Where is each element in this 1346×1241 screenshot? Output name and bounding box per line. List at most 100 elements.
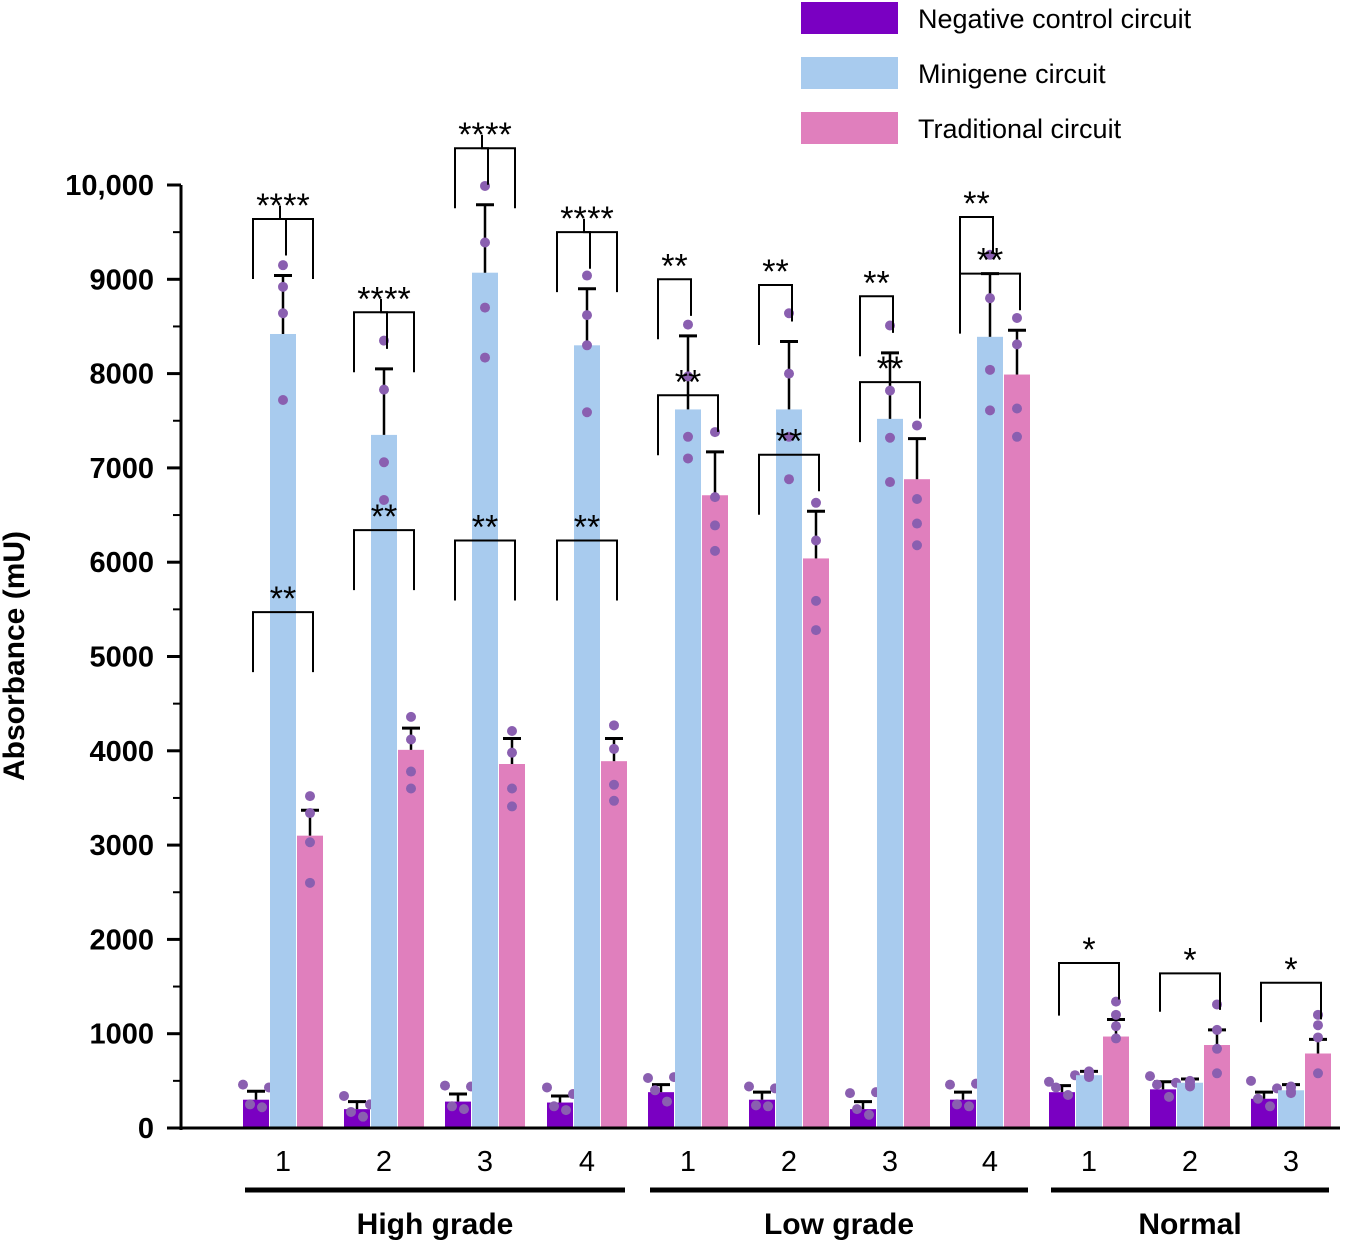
data-point [549, 1101, 559, 1112]
significance-bracket [252, 217, 287, 279]
y-tick-label: 7000 [89, 453, 154, 485]
data-point [459, 1104, 469, 1115]
bar [371, 434, 397, 1128]
data-point [278, 395, 288, 406]
data-point [1084, 1066, 1094, 1077]
data-point [305, 791, 315, 802]
data-point [406, 783, 416, 794]
significance-bracket [859, 381, 921, 443]
data-point [751, 1100, 761, 1111]
significance-stars: ** [776, 423, 802, 461]
significance-bracket [556, 539, 618, 601]
y-tick-label: 3000 [89, 830, 154, 862]
data-point [1111, 1033, 1121, 1044]
x-tick-label: 1 [275, 1146, 291, 1178]
data-point [507, 747, 517, 758]
y-tick-label: 5000 [89, 642, 154, 674]
data-point [257, 1102, 267, 1113]
significance-stars: * [1082, 931, 1095, 969]
significance-bracket [583, 218, 618, 293]
legend-label: Traditional circuit [918, 114, 1122, 144]
data-point [1044, 1076, 1054, 1087]
data-point [1185, 1076, 1195, 1087]
data-point [609, 779, 619, 790]
data-point [912, 540, 922, 551]
data-point [582, 310, 592, 321]
data-point [1313, 1020, 1323, 1031]
bar [904, 479, 930, 1128]
data-point [1051, 1082, 1061, 1093]
significance-stars: ** [384, 280, 410, 318]
data-point [1111, 1021, 1121, 1032]
bar [702, 495, 728, 1128]
data-point [885, 432, 895, 443]
legend-label: Negative control circuit [918, 4, 1192, 34]
significance-bracket [959, 216, 994, 278]
significance-bracket [959, 272, 1021, 334]
data-point [379, 384, 389, 395]
significance-stars: ** [485, 116, 511, 154]
data-point [852, 1104, 862, 1115]
data-point [238, 1079, 248, 1090]
data-point [582, 407, 592, 418]
significance-stars: ** [661, 247, 687, 285]
legend-label: Minigene circuit [918, 59, 1106, 89]
data-point [1313, 1068, 1323, 1079]
bar [574, 345, 600, 1128]
significance-bracket [1260, 981, 1322, 1023]
data-point [609, 795, 619, 806]
data-point [278, 281, 288, 292]
data-point [1111, 1009, 1121, 1020]
bar [1305, 1053, 1331, 1128]
data-point [650, 1085, 660, 1096]
significance-bracket [657, 394, 719, 456]
data-point [507, 725, 517, 736]
bar [977, 336, 1003, 1128]
significance-stars: ** [574, 509, 600, 547]
data-point [1152, 1079, 1162, 1090]
data-point [542, 1082, 552, 1093]
significance-stars: ** [977, 242, 1003, 280]
significance-bracket [1159, 972, 1221, 1012]
y-tick-label: 6000 [89, 547, 154, 579]
data-point [885, 385, 895, 396]
data-point [609, 720, 619, 731]
x-tick-label: 3 [882, 1146, 898, 1178]
data-point [1212, 1043, 1222, 1054]
y-axis-label: Absorbance (mU) [0, 531, 31, 781]
data-point [952, 1099, 962, 1110]
bar [1076, 1075, 1102, 1128]
data-point [480, 352, 490, 363]
data-point [1012, 403, 1022, 414]
significance-stars: ** [587, 200, 613, 238]
legend-swatch [801, 57, 898, 89]
data-point [1286, 1086, 1296, 1097]
data-point [985, 405, 995, 416]
bar [675, 409, 701, 1129]
data-point [1313, 1032, 1323, 1043]
significance-bracket [758, 283, 793, 345]
data-point [480, 237, 490, 248]
y-tick-label: 10,000 [65, 170, 154, 202]
x-tick-label: 3 [477, 1146, 493, 1178]
bar [601, 761, 627, 1128]
significance-stars: * [1183, 941, 1196, 979]
data-point [710, 492, 720, 503]
significance-bracket [454, 539, 516, 601]
data-point [763, 1101, 773, 1112]
bar [1204, 1045, 1230, 1128]
data-point [245, 1099, 255, 1110]
data-point [643, 1073, 653, 1084]
data-point [985, 293, 995, 304]
significance-bracket [353, 529, 415, 591]
significance-bracket [657, 278, 692, 340]
significance-bracket [859, 295, 894, 357]
data-point [1063, 1089, 1073, 1100]
data-point [305, 808, 315, 819]
data-point [811, 595, 821, 606]
data-point [1164, 1091, 1174, 1102]
data-point [379, 494, 389, 505]
data-point [845, 1088, 855, 1099]
x-tick-label: 1 [680, 1146, 696, 1178]
data-point [358, 1111, 368, 1122]
